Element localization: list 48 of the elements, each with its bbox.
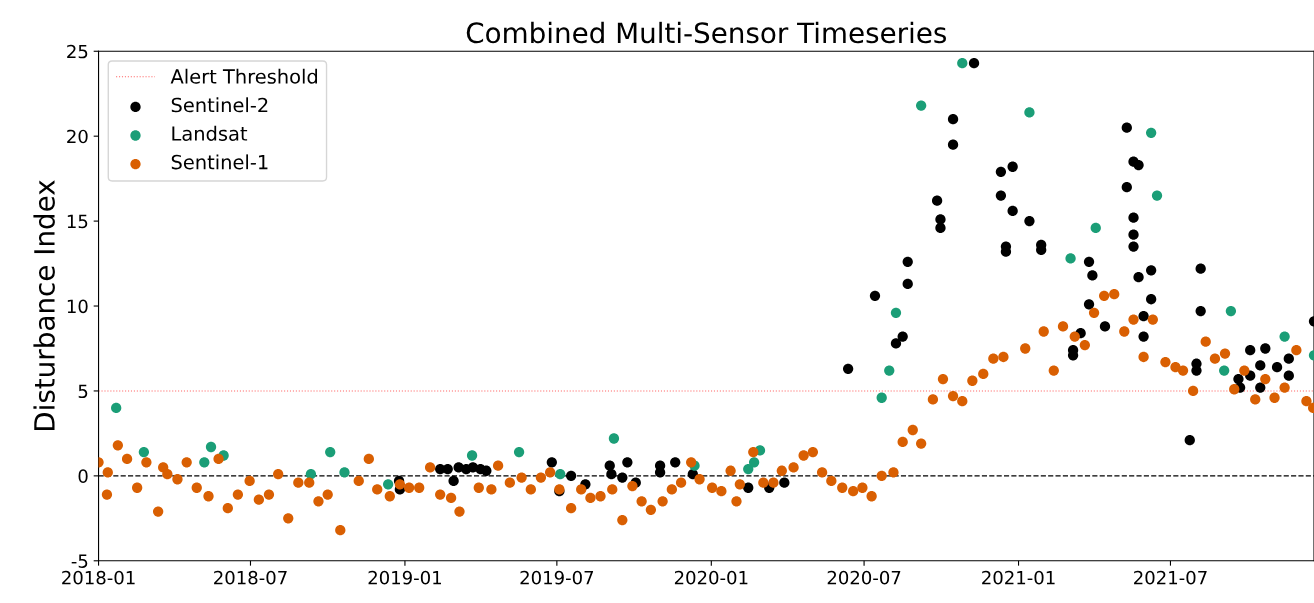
point xyxy=(305,469,317,480)
point xyxy=(890,307,902,318)
legend-label: Sentinel-1 xyxy=(171,154,268,170)
point xyxy=(1024,107,1035,118)
point xyxy=(1065,253,1076,264)
point xyxy=(325,446,336,458)
legend-label: Alert Threshold xyxy=(170,68,318,84)
point xyxy=(138,446,150,458)
point xyxy=(884,365,895,376)
x-tick-label: 2021-07 xyxy=(1134,570,1207,585)
point xyxy=(205,441,217,453)
x-tick-label: 2018-07 xyxy=(214,570,287,585)
point xyxy=(1090,222,1101,234)
legend-label: Landsat xyxy=(172,125,248,141)
y-tick-label: 10 xyxy=(67,299,88,314)
chart-title: Combined Multi-Sensor Timeseries xyxy=(466,21,946,44)
point xyxy=(513,446,525,458)
point xyxy=(339,467,350,478)
y-axis-title: Disturbance Index xyxy=(33,180,55,431)
x-tick-label: 2020-01 xyxy=(674,570,748,585)
x-tick-label: 2018-01 xyxy=(62,570,135,585)
y-tick-label: 5 xyxy=(78,384,88,399)
point xyxy=(466,450,478,461)
x-tick-label: 2019-07 xyxy=(520,570,594,585)
point xyxy=(1279,331,1290,342)
y-tick-label: 15 xyxy=(67,214,88,229)
point xyxy=(199,457,210,468)
y-tick-label: 20 xyxy=(67,129,88,144)
point xyxy=(876,392,887,403)
x-tick-label: 2020-07 xyxy=(827,570,901,585)
point xyxy=(1219,365,1230,376)
point xyxy=(748,457,760,468)
point xyxy=(382,479,394,490)
y-tick-label: -5 xyxy=(71,554,88,568)
point xyxy=(916,100,927,111)
y-tick-label: 25 xyxy=(67,44,88,59)
point xyxy=(555,469,566,480)
x-tick-label: 2019-01 xyxy=(368,570,441,585)
y-tick-label: 0 xyxy=(78,469,88,483)
point xyxy=(957,57,968,69)
point xyxy=(1151,190,1163,201)
point xyxy=(608,433,620,444)
point xyxy=(1146,127,1157,138)
point xyxy=(111,402,122,414)
point xyxy=(1225,305,1237,317)
x-tick-label: 2021-01 xyxy=(982,570,1055,585)
point xyxy=(743,463,754,475)
legend-label: Sentinel-2 xyxy=(171,97,268,113)
